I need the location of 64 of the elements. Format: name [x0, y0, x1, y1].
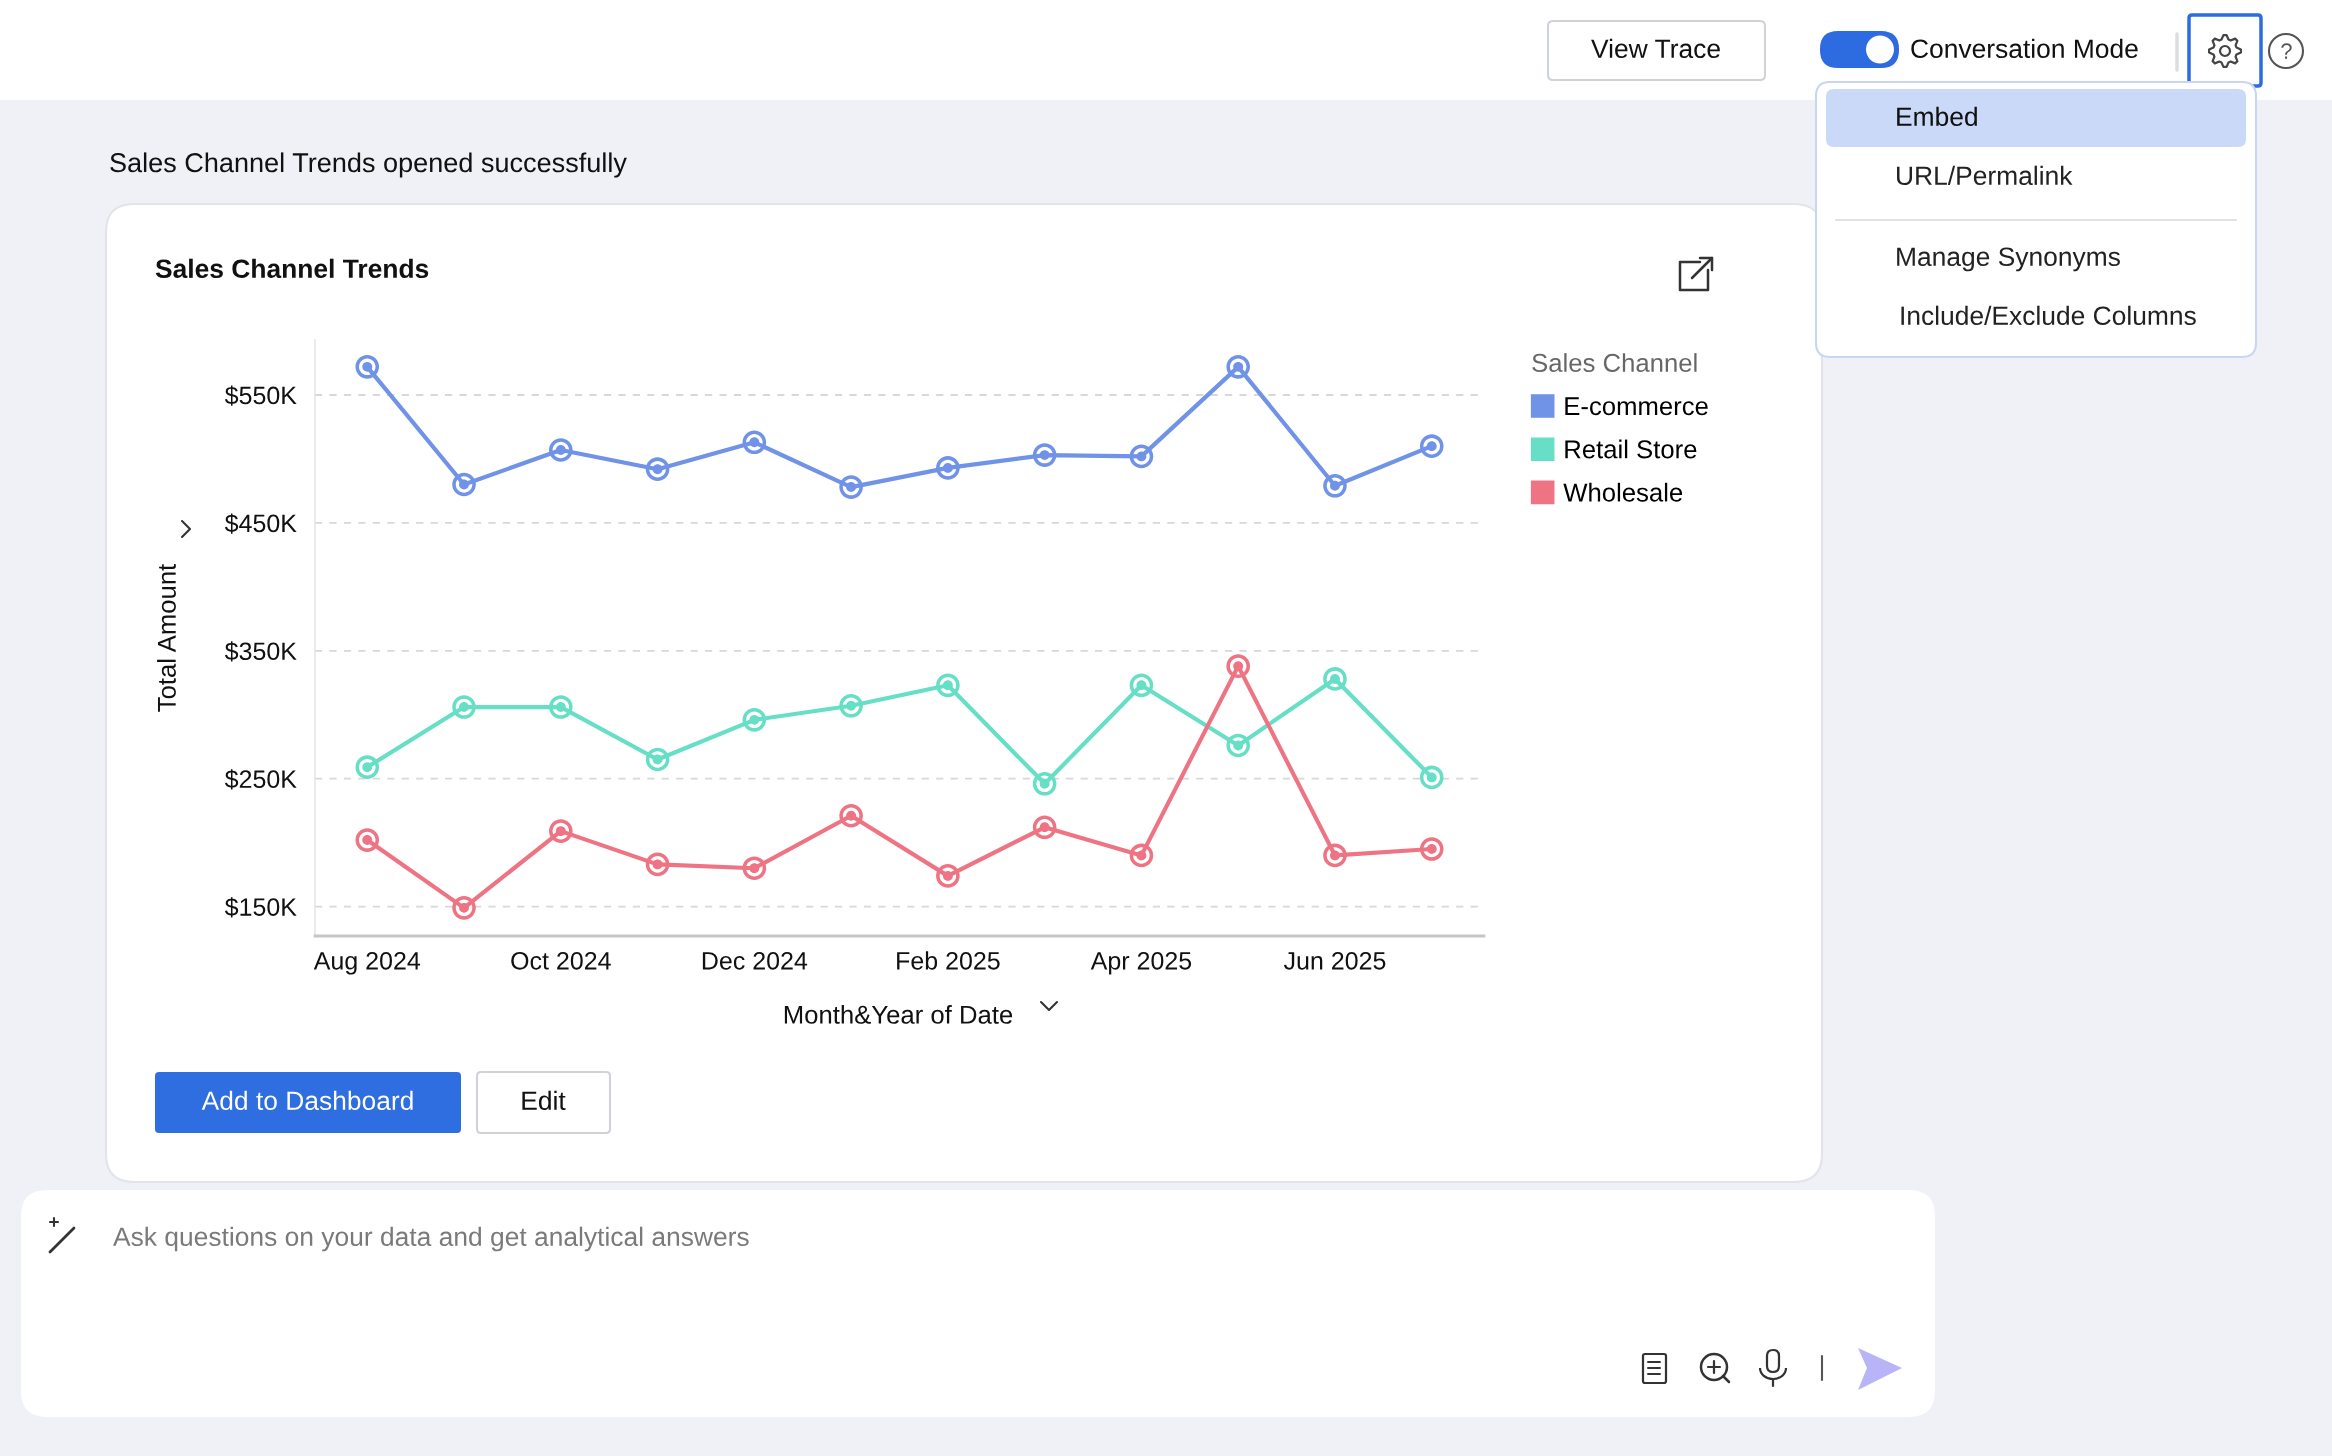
point: [645, 852, 670, 877]
point: [1226, 355, 1251, 379]
x-tick-label: Feb 2025: [897, 951, 1000, 970]
point: [355, 755, 380, 779]
legend-title: Sales Channel: [1532, 353, 1697, 372]
point: [742, 856, 767, 881]
point: [936, 864, 960, 888]
text: Include/Exclude Columns: [1901, 305, 2196, 326]
y-tick-label: $150K: [224, 897, 297, 918]
text: Embed: [1897, 106, 1977, 127]
x-tick-label: Oct 2024: [511, 951, 611, 970]
x-tick-label: Apr 2025: [1090, 951, 1192, 975]
point: [1129, 444, 1154, 469]
point: [1226, 733, 1251, 758]
text: Ask questions on your data and get analytical answers: [113, 1226, 749, 1252]
point: [355, 355, 380, 379]
point: [548, 695, 573, 719]
legend-label: Wholesale: [1563, 482, 1683, 502]
point: [1419, 837, 1444, 861]
x-tick-label: Jun 2025: [1283, 951, 1386, 970]
point: [645, 747, 670, 772]
point: [1032, 443, 1057, 467]
point: [1032, 772, 1057, 796]
y-tick-label: $450K: [224, 513, 297, 534]
point: [1129, 673, 1154, 698]
point: [839, 693, 863, 718]
point: [1419, 765, 1444, 790]
legend-label: Retail Store: [1565, 439, 1697, 459]
y-tick-label: $350K: [224, 641, 297, 662]
point: [742, 708, 767, 732]
text: Edit: [522, 1090, 566, 1111]
point: [839, 475, 863, 499]
point: [548, 438, 573, 462]
point: [548, 819, 573, 843]
legend-label: E-commerce: [1565, 397, 1708, 416]
point: [1226, 654, 1251, 678]
text: View Trace: [1591, 38, 1720, 59]
chart-title: Sales Channel Trends: [155, 258, 429, 279]
point: [1129, 843, 1154, 868]
x-tick-label: Aug 2024: [313, 951, 421, 975]
point: [1323, 474, 1347, 498]
point: [839, 803, 863, 828]
y-tick-label: $250K: [224, 769, 297, 790]
point: [742, 430, 767, 455]
y-axis-title: Total Amount: [157, 563, 176, 712]
y-tick-label: $550K: [224, 385, 297, 406]
text: Manage Synonyms: [1897, 247, 2120, 272]
point: [452, 472, 476, 497]
point: [1419, 434, 1444, 458]
text: Add to Dashboard: [201, 1090, 413, 1111]
point: [355, 828, 380, 852]
point: [936, 456, 960, 480]
point: [452, 896, 476, 920]
x-axis-title: Month&Year of Date: [784, 1005, 1013, 1024]
text: URL/Permalink: [1897, 165, 2073, 186]
point: [1323, 843, 1347, 868]
point: [936, 673, 960, 698]
point: [452, 695, 476, 719]
x-tick-label: Dec 2024: [702, 951, 808, 970]
text: Sales Channel Trends opened successfully: [110, 152, 627, 178]
point: [1032, 815, 1057, 840]
text: Conversation Mode: [1911, 38, 2138, 59]
point: [1323, 667, 1347, 691]
point: [645, 457, 670, 481]
